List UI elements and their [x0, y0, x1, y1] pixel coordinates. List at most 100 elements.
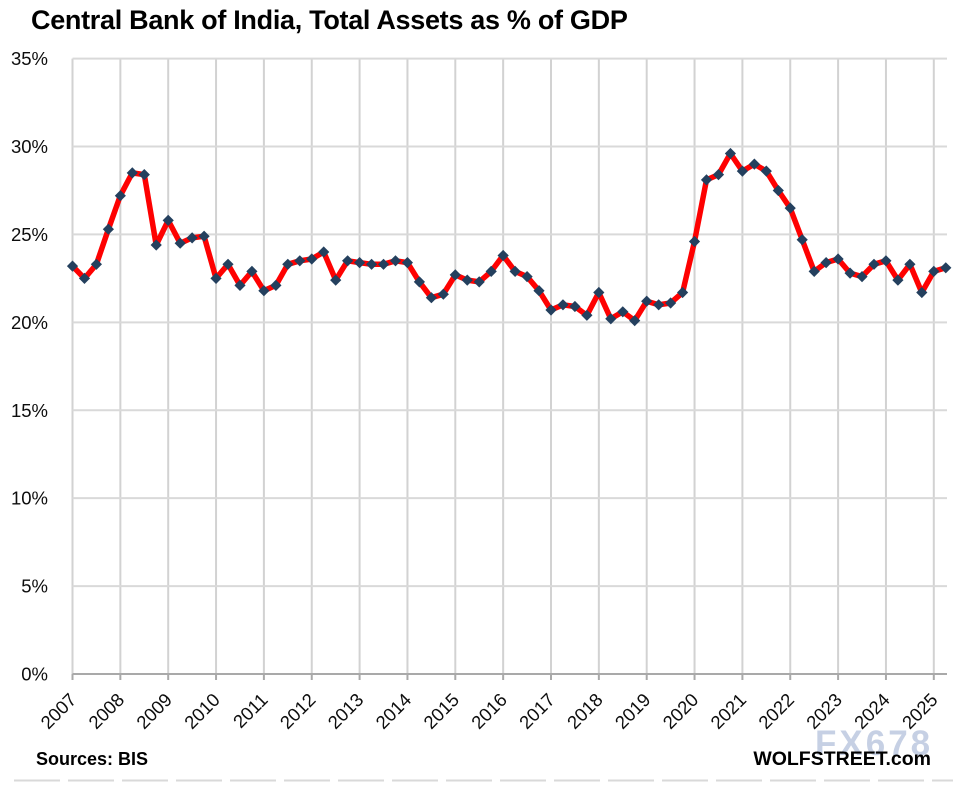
data-point-marker — [342, 255, 354, 267]
data-point-marker — [425, 292, 437, 304]
data-point-marker — [712, 169, 725, 181]
data-point-marker — [258, 285, 270, 297]
y-tick-label: 10% — [11, 488, 48, 509]
data-point-marker — [114, 190, 126, 202]
x-tick-label: 2017 — [515, 689, 559, 733]
series-markers — [66, 147, 952, 327]
data-point-marker — [210, 272, 222, 284]
y-tick-label: 0% — [21, 664, 48, 685]
data-point-marker — [808, 265, 820, 277]
sources-note: Sources: BIS — [36, 749, 149, 769]
data-point-marker — [413, 276, 425, 288]
data-point-marker — [677, 286, 689, 299]
data-point-marker — [700, 174, 713, 186]
data-point-marker — [90, 258, 102, 270]
x-tick-label: 2019 — [611, 689, 655, 733]
y-tick-label: 35% — [11, 48, 48, 69]
x-tick-label: 2016 — [467, 689, 511, 733]
data-point-marker — [354, 257, 366, 269]
data-point-marker — [904, 258, 916, 270]
data-point-marker — [653, 299, 665, 311]
y-tick-label: 15% — [11, 400, 48, 421]
x-tick-label: 2020 — [658, 689, 702, 733]
data-point-marker — [748, 158, 760, 170]
y-axis-labels: 0% 5% 10% 15% 20% 25% 30% 35% — [11, 48, 48, 684]
data-point-marker — [126, 167, 138, 179]
data-point-marker — [832, 253, 844, 265]
data-point-marker — [437, 288, 449, 300]
y-tick-label: 5% — [21, 576, 48, 597]
data-point-marker — [222, 258, 234, 270]
data-point-marker — [162, 214, 174, 226]
data-point-marker — [641, 295, 653, 307]
x-tick-label: 2013 — [323, 689, 367, 733]
data-point-marker — [186, 232, 198, 244]
data-point-marker — [916, 286, 928, 299]
data-point-marker — [66, 260, 79, 272]
data-point-marker — [772, 184, 784, 197]
brand-wolfstreet: WOLFSTREET.com — [753, 748, 931, 770]
data-point-marker — [617, 306, 629, 318]
data-point-marker — [820, 257, 832, 269]
data-point-marker — [366, 258, 378, 270]
data-point-marker — [521, 271, 533, 283]
data-point-marker — [138, 169, 150, 181]
data-point-marker — [401, 257, 413, 269]
data-point-marker — [270, 279, 282, 291]
x-tick-label: 2007 — [36, 689, 80, 733]
x-tick-label: 2011 — [229, 689, 272, 732]
data-point-marker — [78, 272, 91, 284]
data-point-marker — [545, 304, 557, 316]
data-point-marker — [581, 309, 593, 321]
data-point-marker — [461, 274, 473, 286]
data-point-marker — [688, 235, 701, 248]
data-point-marker — [760, 165, 772, 177]
x-tick-label: 2018 — [563, 689, 607, 733]
y-tick-label: 20% — [11, 312, 48, 333]
data-point-marker — [473, 276, 485, 288]
data-point-marker — [844, 267, 856, 279]
data-point-marker — [856, 271, 868, 283]
data-point-marker — [318, 246, 330, 258]
data-point-marker — [449, 269, 461, 281]
x-tick-label: 2010 — [180, 689, 224, 733]
data-point-marker — [724, 147, 736, 160]
watermark-fx678: FX678 — [815, 724, 934, 763]
data-point-marker — [377, 258, 390, 270]
data-point-marker — [736, 165, 748, 177]
data-point-marker — [880, 255, 892, 267]
data-point-marker — [174, 237, 186, 249]
x-tick-label: 2015 — [419, 689, 463, 733]
data-point-marker — [533, 285, 545, 297]
data-point-marker — [605, 313, 617, 325]
data-point-marker — [868, 258, 880, 270]
data-point-marker — [940, 262, 952, 274]
data-point-marker — [282, 258, 294, 270]
data-point-marker — [102, 223, 114, 235]
x-tick-label: 2014 — [371, 689, 415, 733]
data-point-marker — [892, 274, 904, 286]
data-point-marker — [234, 279, 246, 291]
data-point-marker — [497, 249, 509, 262]
y-tick-label: 25% — [11, 224, 48, 245]
data-point-marker — [330, 274, 342, 286]
y-tick-label: 30% — [11, 136, 48, 157]
data-point-marker — [150, 239, 162, 251]
data-point-marker — [557, 299, 569, 311]
horizontal-gridlines — [72, 57, 947, 675]
data-point-marker — [665, 297, 677, 309]
x-axis-ticks-labels: 2007 2008 2009 2010 2011 2012 2013 2014 2015 2016… — [36, 674, 942, 733]
data-point-marker — [629, 315, 641, 327]
data-point-marker — [593, 286, 605, 299]
x-tick-label: 2021 — [706, 689, 750, 733]
data-point-marker — [294, 255, 306, 267]
data-point-marker — [784, 202, 796, 214]
data-point-marker — [246, 265, 258, 277]
data-point-marker — [796, 234, 808, 246]
data-point-marker — [389, 255, 402, 267]
x-tick-label: 2022 — [754, 689, 798, 733]
data-point-marker — [509, 265, 521, 277]
vertical-gridlines — [71, 58, 935, 674]
